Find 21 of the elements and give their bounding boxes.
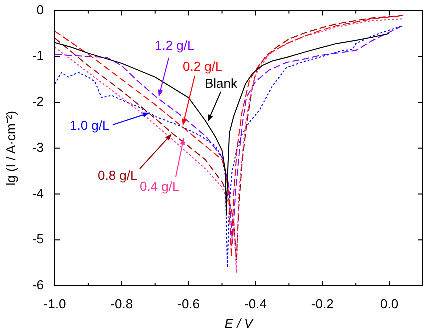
text: 0.8 g/L [98,168,138,183]
x-tick-label: -0.8 [110,296,134,312]
y-axis-title: lg (I / A·cm⁻²) [3,111,18,186]
x-axis-title: E / V [224,316,254,331]
y-tick-label: -3 [32,140,44,155]
x-tick-label: -0.6 [178,296,200,312]
x-tick-label: 0.0 [380,296,399,312]
series-label: 0.4 g/L [140,179,180,194]
y-tick-label: 0 [36,2,44,18]
y-tick-label: -6 [32,278,44,293]
y-tick-label: -2 [32,94,44,110]
text: 0.2 g/L [183,59,223,74]
x-tick-label: -1.0 [44,296,66,312]
series-label: Blank [205,76,238,91]
text: 1.2 g/L [155,38,195,53]
legend-label: 1.0 g/L [70,118,110,133]
y-tick-label: -1 [32,48,44,64]
x-tick-label: -0.4 [244,296,267,312]
y-tick-label: -5 [32,232,44,247]
x-tick-label: -0.2 [311,296,334,312]
y-tick-label: -4 [32,186,44,201]
